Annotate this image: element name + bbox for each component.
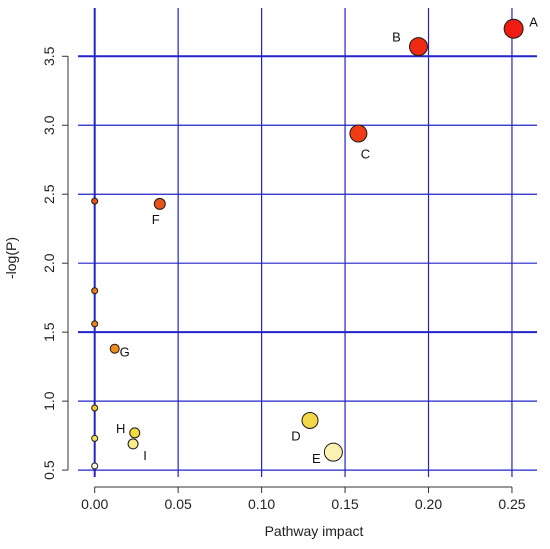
x-tick-label-5: 0.25 — [498, 496, 525, 512]
data-point-a — [503, 18, 524, 39]
y-tick-label-2: 1.5 — [41, 322, 57, 342]
y-axis-title: -log(P) — [3, 237, 19, 279]
y-tick-label-1: 1.0 — [41, 391, 57, 411]
data-point-unlabeled-12 — [91, 404, 99, 412]
data-point-unlabeled-10 — [91, 287, 99, 295]
grid-lines — [78, 8, 537, 477]
x-tick-label-2: 0.10 — [248, 496, 275, 512]
point-label-h: H — [116, 421, 125, 436]
axes: 0.00 0.05 0.10 0.15 0.20 0.25 0.5 1.0 1.5 2.0 2.5 3… — [41, 46, 526, 512]
data-point-c — [349, 124, 368, 143]
point-label-c: C — [361, 147, 370, 162]
point-label-f: F — [152, 212, 160, 227]
y-tick-label-6: 3.5 — [41, 46, 57, 66]
x-axis-title: Pathway impact — [265, 523, 364, 539]
data-point-unlabeled-14 — [91, 462, 99, 470]
point-label-i: I — [143, 448, 147, 463]
x-tick-label-0: 0.00 — [81, 496, 108, 512]
point-label-e: E — [312, 451, 321, 466]
data-point-d — [301, 411, 319, 429]
y-tick-label-5: 3.0 — [41, 115, 57, 135]
data-point-g — [109, 343, 120, 354]
y-tick-label-4: 2.5 — [41, 184, 57, 204]
data-point-b — [408, 37, 428, 57]
data-point-unlabeled-9 — [91, 197, 99, 205]
data-point-f — [153, 197, 166, 210]
point-label-b: B — [392, 30, 401, 45]
point-label-d: D — [291, 428, 300, 443]
x-tick-label-3: 0.15 — [331, 496, 358, 512]
data-point-unlabeled-13 — [91, 434, 99, 442]
data-point-h — [129, 427, 141, 439]
data-point-unlabeled-11 — [91, 320, 99, 328]
y-tick-label-0: 0.5 — [41, 460, 57, 480]
x-tick-label-1: 0.05 — [165, 496, 192, 512]
x-tick-label-4: 0.20 — [415, 496, 442, 512]
data-point-i — [127, 438, 139, 450]
data-point-e — [323, 442, 343, 462]
point-labels: A B C DE F G H I — [116, 15, 538, 466]
y-tick-label-3: 2.0 — [41, 253, 57, 273]
point-label-g: G — [120, 345, 130, 360]
point-label-a: A — [529, 15, 538, 30]
data-points — [91, 18, 524, 470]
